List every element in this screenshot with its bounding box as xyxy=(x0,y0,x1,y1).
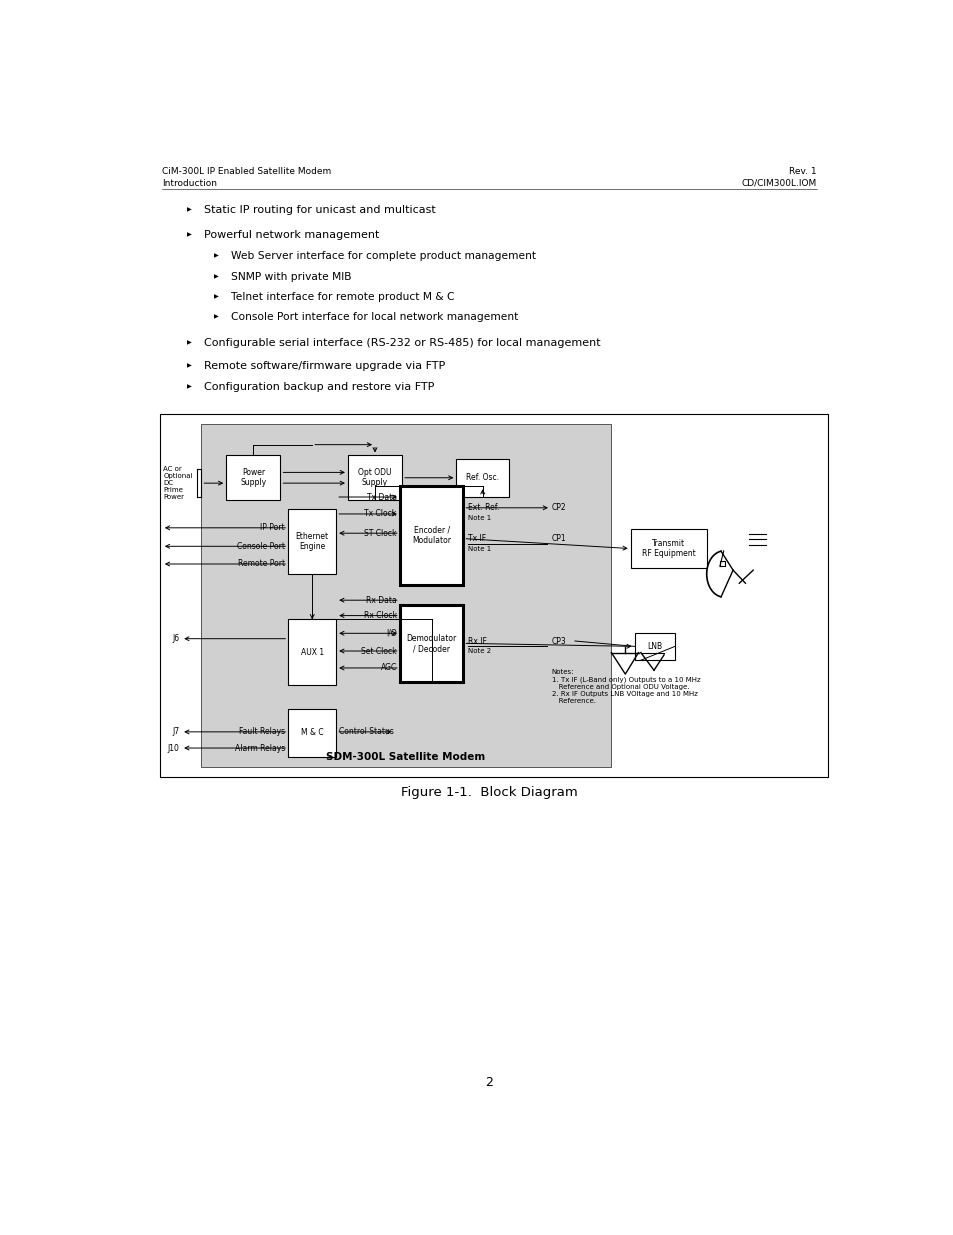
Text: SDM-300L Satellite Modem: SDM-300L Satellite Modem xyxy=(326,752,485,762)
Text: Encoder /
Modulator: Encoder / Modulator xyxy=(412,526,451,545)
Text: M & C: M & C xyxy=(300,729,323,737)
Text: 2: 2 xyxy=(484,1076,493,1089)
Text: CP3: CP3 xyxy=(551,636,566,646)
Text: Tx IF: Tx IF xyxy=(468,534,486,543)
Text: Configurable serial interface (RS-232 or RS-485) for local management: Configurable serial interface (RS-232 or… xyxy=(204,338,600,348)
Text: Static IP routing for unicast and multicast: Static IP routing for unicast and multic… xyxy=(204,205,436,215)
Text: Rev. 1: Rev. 1 xyxy=(788,168,816,177)
Text: Power
Supply: Power Supply xyxy=(240,468,266,488)
Text: ▶: ▶ xyxy=(213,294,218,299)
Text: Powerful network management: Powerful network management xyxy=(204,230,379,241)
Text: I/O: I/O xyxy=(386,629,396,637)
Text: Opt ODU
Supply: Opt ODU Supply xyxy=(358,468,392,488)
FancyBboxPatch shape xyxy=(288,509,335,574)
FancyBboxPatch shape xyxy=(288,620,335,685)
Text: Web Server interface for complete product management: Web Server interface for complete produc… xyxy=(231,251,536,261)
Text: Note 2: Note 2 xyxy=(468,648,491,655)
Text: ▶: ▶ xyxy=(187,232,192,237)
Text: CP1: CP1 xyxy=(551,534,566,543)
Text: Ethernet
Engine: Ethernet Engine xyxy=(295,531,329,551)
FancyBboxPatch shape xyxy=(159,414,827,777)
Text: Set Clock: Set Clock xyxy=(360,646,396,656)
Text: ▶: ▶ xyxy=(187,341,192,346)
Text: Configuration backup and restore via FTP: Configuration backup and restore via FTP xyxy=(204,382,435,391)
FancyBboxPatch shape xyxy=(348,456,402,500)
Text: Alarm Relays: Alarm Relays xyxy=(234,743,285,752)
Text: Console Port interface for local network management: Console Port interface for local network… xyxy=(231,311,517,322)
Text: ▶: ▶ xyxy=(187,384,192,389)
Text: Tx Clock: Tx Clock xyxy=(364,510,396,519)
Text: CiM-300L IP Enabled Satellite Modem: CiM-300L IP Enabled Satellite Modem xyxy=(162,168,331,177)
Text: CD/CIM300L.IOM: CD/CIM300L.IOM xyxy=(740,179,816,188)
Text: J10: J10 xyxy=(168,743,179,752)
Text: ▶: ▶ xyxy=(187,207,192,212)
Text: SNMP with private MIB: SNMP with private MIB xyxy=(231,272,351,282)
Text: Ref. Osc.: Ref. Osc. xyxy=(466,473,498,482)
FancyBboxPatch shape xyxy=(226,456,280,500)
Text: Tx Data: Tx Data xyxy=(366,493,396,501)
Text: Fault Relays: Fault Relays xyxy=(238,727,285,736)
Text: Introduction: Introduction xyxy=(162,179,216,188)
Text: Figure 1-1.  Block Diagram: Figure 1-1. Block Diagram xyxy=(400,787,577,799)
FancyBboxPatch shape xyxy=(200,424,611,767)
Text: AGC: AGC xyxy=(380,663,396,672)
FancyBboxPatch shape xyxy=(634,632,674,661)
FancyBboxPatch shape xyxy=(399,605,463,682)
Text: Notes:
1. Tx IF (L-Band only) Outputs to a 10 MHz
   Reference and Optional ODU : Notes: 1. Tx IF (L-Band only) Outputs to… xyxy=(551,669,700,704)
Text: Console Port: Console Port xyxy=(237,542,285,551)
FancyBboxPatch shape xyxy=(630,530,706,568)
FancyBboxPatch shape xyxy=(288,709,335,757)
Text: AUX 1: AUX 1 xyxy=(300,647,323,657)
Text: Demodulator
/ Decoder: Demodulator / Decoder xyxy=(406,634,456,653)
Text: J7: J7 xyxy=(172,727,179,736)
Text: ▶: ▶ xyxy=(213,315,218,320)
Text: AC or
Optional
DC
Prime
Power: AC or Optional DC Prime Power xyxy=(163,466,193,500)
Text: Telnet interface for remote product M & C: Telnet interface for remote product M & … xyxy=(231,291,454,301)
Text: J6: J6 xyxy=(172,635,179,643)
Text: Note 1: Note 1 xyxy=(468,546,491,552)
Text: Note 1: Note 1 xyxy=(468,515,491,521)
FancyBboxPatch shape xyxy=(456,458,509,496)
Text: IP Port: IP Port xyxy=(260,524,285,532)
Text: ST Clock: ST Clock xyxy=(364,529,396,537)
Text: Control Status: Control Status xyxy=(338,727,393,736)
Text: Rx Clock: Rx Clock xyxy=(363,611,396,620)
Text: ▶: ▶ xyxy=(213,253,218,258)
Text: Rx IF: Rx IF xyxy=(468,636,486,646)
Text: ▶: ▶ xyxy=(187,363,192,368)
Text: Rx Data: Rx Data xyxy=(366,595,396,605)
Text: Remote Port: Remote Port xyxy=(237,559,285,568)
Text: ▶: ▶ xyxy=(213,274,218,279)
Text: Ext. Ref.: Ext. Ref. xyxy=(468,504,498,513)
Text: LNB: LNB xyxy=(646,642,661,651)
Text: Transmit
RF Equipment: Transmit RF Equipment xyxy=(641,538,695,558)
FancyBboxPatch shape xyxy=(399,487,463,585)
Text: Remote software/firmware upgrade via FTP: Remote software/firmware upgrade via FTP xyxy=(204,361,445,370)
Text: CP2: CP2 xyxy=(551,504,566,513)
